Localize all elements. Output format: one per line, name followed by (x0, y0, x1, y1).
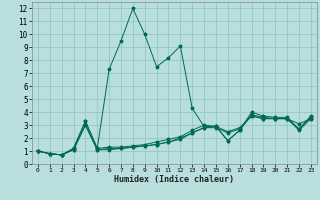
X-axis label: Humidex (Indice chaleur): Humidex (Indice chaleur) (115, 175, 234, 184)
